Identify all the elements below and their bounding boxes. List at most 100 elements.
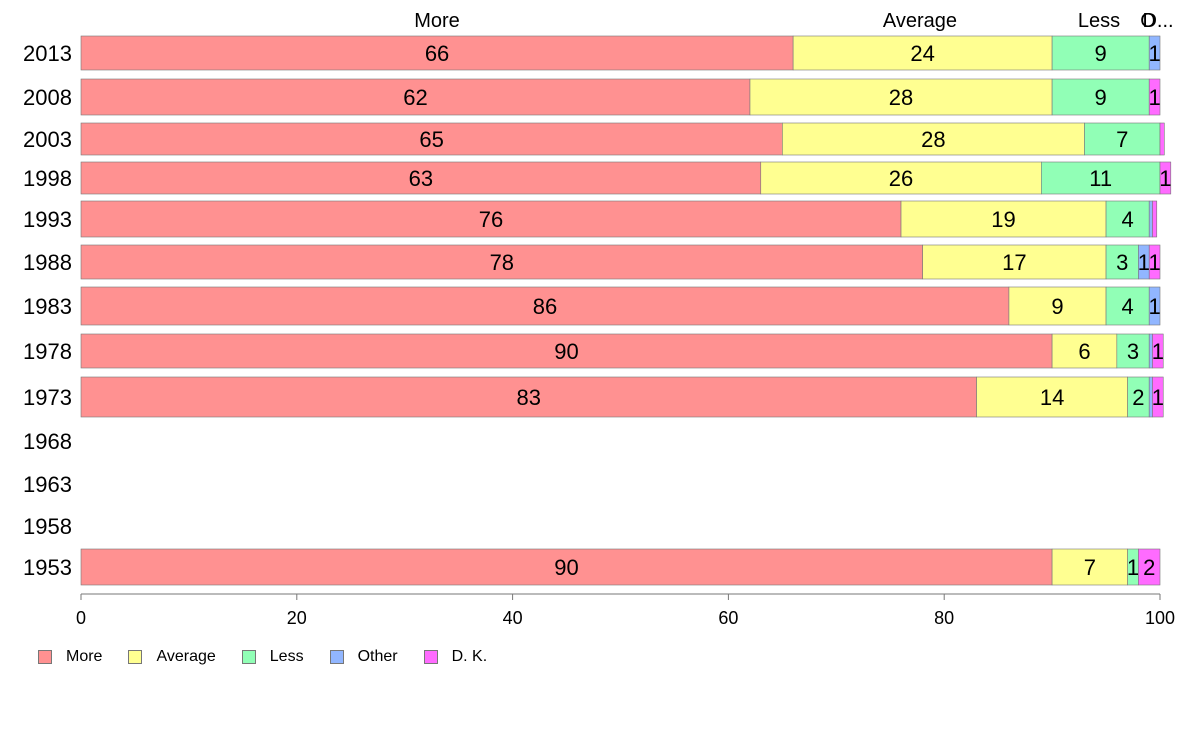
data-label: 9 (1095, 41, 1107, 66)
legend-swatch (423, 650, 438, 664)
category-label: 1978 (23, 339, 72, 364)
x-tick-label: 60 (718, 608, 738, 628)
bar-segment (792, 35, 1053, 71)
legend-item: More (38, 648, 102, 666)
data-label: 90 (554, 339, 578, 364)
bar-segment (80, 333, 1053, 369)
bar-segment (1152, 333, 1164, 369)
bar-segment (1084, 122, 1161, 156)
data-label: 63 (409, 166, 433, 191)
data-label: 66 (425, 41, 449, 66)
bar-segment (1148, 35, 1161, 71)
x-tick-label: 20 (287, 608, 307, 628)
legend-swatch (241, 650, 256, 664)
data-label: 7 (1116, 127, 1128, 152)
legend-item: Other (329, 648, 398, 666)
top-column-label: O (1140, 10, 1156, 32)
data-label: 76 (479, 207, 503, 232)
data-label: 1 (1148, 41, 1160, 66)
category-label: 2003 (23, 127, 72, 152)
data-label: 6 (1078, 339, 1090, 364)
bar-segment (80, 161, 762, 195)
legend-item: Average (128, 648, 216, 666)
bar-segment (80, 200, 902, 238)
data-label: 1 (1148, 250, 1160, 275)
legend-label: Average (156, 648, 216, 665)
bar-segment (1152, 200, 1158, 238)
top-column-label: Less (1078, 10, 1120, 32)
category-label: 1973 (23, 385, 72, 410)
category-label: 1993 (23, 207, 72, 232)
data-label: 1 (1152, 385, 1164, 410)
data-label: 78 (490, 250, 514, 275)
data-label: 1 (1148, 85, 1160, 110)
bar-segment (1148, 286, 1161, 326)
bar-segment (80, 244, 923, 280)
data-label: 86 (533, 294, 557, 319)
bar-segment (1008, 286, 1107, 326)
legend-label: Less (269, 648, 304, 665)
bar-segment (782, 122, 1085, 156)
bar-segment (1148, 244, 1161, 280)
data-label: 3 (1127, 339, 1139, 364)
data-label: 28 (921, 127, 945, 152)
bar-segment (922, 244, 1107, 280)
data-label: 4 (1122, 207, 1134, 232)
bar-segment (1116, 333, 1150, 369)
data-label: 9 (1051, 294, 1063, 319)
top-column-label: D... (1142, 10, 1173, 32)
x-tick-label: 40 (503, 608, 523, 628)
top-column-label: More (414, 10, 460, 32)
category-label: 1953 (23, 555, 72, 580)
data-label: 65 (419, 127, 443, 152)
bar-segment (1138, 548, 1161, 586)
legend-label: Other (357, 648, 398, 665)
bar-segment (80, 78, 751, 116)
data-label: 7 (1084, 555, 1096, 580)
category-label: 1988 (23, 250, 72, 275)
bar-segment (1159, 122, 1165, 156)
x-tick-label: 80 (934, 608, 954, 628)
data-label: 4 (1122, 294, 1134, 319)
bar-segment (1105, 244, 1139, 280)
bar-segment (1051, 333, 1118, 369)
legend-item: Less (241, 648, 304, 666)
legend-swatch (38, 650, 52, 664)
bar-segment (900, 200, 1107, 238)
category-label: 1963 (23, 472, 72, 497)
category-label: 1968 (23, 429, 72, 454)
bar-segment (1148, 200, 1153, 238)
legend-label: More (66, 648, 103, 665)
bar-segment (80, 122, 783, 156)
data-label: 1 (1127, 555, 1139, 580)
data-label: 24 (910, 41, 934, 66)
data-label: 3 (1116, 250, 1128, 275)
data-label: 2 (1132, 385, 1144, 410)
legend-item: D. K. (423, 648, 487, 666)
data-label: 1 (1152, 339, 1164, 364)
category-label: 2013 (23, 41, 72, 66)
bar-segment (1159, 161, 1172, 195)
bar-segment (1051, 548, 1128, 586)
category-label: 1998 (23, 166, 72, 191)
bar-segment (976, 376, 1128, 418)
chart-legend: More Average Less Other D. K. (38, 648, 513, 666)
category-label: 2008 (23, 85, 72, 110)
bar-segment (1051, 78, 1150, 116)
data-label: 2 (1143, 555, 1155, 580)
bar-segment (1148, 78, 1161, 116)
data-label: 1 (1148, 294, 1160, 319)
data-label: 14 (1040, 385, 1064, 410)
data-label: 9 (1095, 85, 1107, 110)
bar-segment (80, 286, 1010, 326)
top-column-label: Average (883, 10, 957, 32)
data-label: 90 (554, 555, 578, 580)
data-label: 83 (517, 385, 541, 410)
x-tick-label: 100 (1145, 608, 1175, 628)
data-label: 19 (991, 207, 1015, 232)
data-label: 26 (889, 166, 913, 191)
category-label: 1958 (23, 514, 72, 539)
category-label: 1983 (23, 294, 72, 319)
data-label: 1 (1138, 250, 1150, 275)
